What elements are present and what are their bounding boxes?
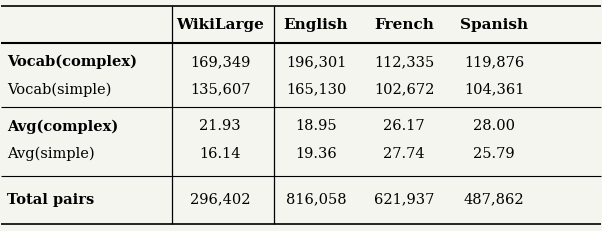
Text: 104,361: 104,361 (464, 82, 524, 96)
Text: English: English (284, 18, 349, 32)
Text: 112,335: 112,335 (374, 55, 434, 69)
Text: 28.00: 28.00 (473, 119, 515, 133)
Text: 296,402: 296,402 (190, 192, 250, 206)
Text: 816,058: 816,058 (286, 192, 346, 206)
Text: Avg(complex): Avg(complex) (7, 119, 119, 133)
Text: 165,130: 165,130 (286, 82, 346, 96)
Text: 135,607: 135,607 (190, 82, 250, 96)
Text: 119,876: 119,876 (464, 55, 524, 69)
Text: Vocab(simple): Vocab(simple) (7, 82, 112, 96)
Text: 102,672: 102,672 (374, 82, 434, 96)
Text: 621,937: 621,937 (374, 192, 434, 206)
Text: French: French (374, 18, 434, 32)
Text: Avg(simple): Avg(simple) (7, 146, 95, 160)
Text: WikiLarge: WikiLarge (176, 18, 264, 32)
Text: Spanish: Spanish (460, 18, 528, 32)
Text: Total pairs: Total pairs (7, 192, 95, 206)
Text: 21.93: 21.93 (199, 119, 241, 133)
Text: 169,349: 169,349 (190, 55, 250, 69)
Text: 196,301: 196,301 (286, 55, 346, 69)
Text: 25.79: 25.79 (473, 146, 515, 160)
Text: Vocab(complex): Vocab(complex) (7, 55, 137, 69)
Text: 27.74: 27.74 (383, 146, 425, 160)
Text: 16.14: 16.14 (199, 146, 241, 160)
Text: 19.36: 19.36 (295, 146, 337, 160)
Text: 18.95: 18.95 (295, 119, 337, 133)
Text: 26.17: 26.17 (383, 119, 425, 133)
Text: 487,862: 487,862 (464, 192, 524, 206)
